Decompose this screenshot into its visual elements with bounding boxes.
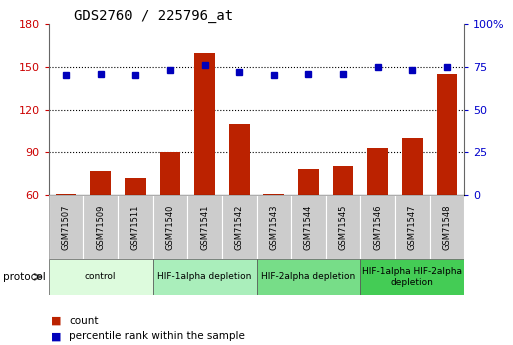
Text: GSM71507: GSM71507 (62, 204, 71, 249)
Bar (291, 195, 326, 259)
Text: ■: ■ (51, 332, 62, 341)
Bar (360, 259, 464, 295)
Text: HIF-1alpha HIF-2alpha
depletion: HIF-1alpha HIF-2alpha depletion (362, 267, 462, 287)
Bar (90, 171, 111, 280)
Bar (360, 195, 395, 259)
Bar (187, 195, 222, 259)
Text: GSM71546: GSM71546 (373, 204, 382, 249)
Text: GSM71540: GSM71540 (165, 204, 174, 249)
Bar (298, 169, 319, 280)
Text: GSM71511: GSM71511 (131, 204, 140, 249)
Bar (263, 194, 284, 280)
Text: HIF-1alpha depletion: HIF-1alpha depletion (157, 272, 252, 282)
Bar (367, 148, 388, 280)
Text: GSM71542: GSM71542 (234, 204, 244, 249)
Text: GSM71548: GSM71548 (442, 204, 451, 249)
Bar (153, 259, 256, 295)
Text: control: control (85, 272, 116, 282)
Text: GSM71547: GSM71547 (408, 204, 417, 249)
Text: GSM71545: GSM71545 (339, 204, 348, 249)
Bar (256, 195, 291, 259)
Bar (49, 195, 83, 259)
Text: count: count (69, 316, 99, 326)
Bar (332, 167, 353, 280)
Bar (83, 195, 118, 259)
Bar (326, 195, 360, 259)
Bar (118, 195, 153, 259)
Text: GDS2760 / 225796_at: GDS2760 / 225796_at (74, 9, 233, 23)
Bar (194, 52, 215, 280)
Text: protocol: protocol (3, 272, 45, 282)
Text: GSM71543: GSM71543 (269, 204, 279, 249)
Text: GSM71544: GSM71544 (304, 204, 313, 249)
Text: GSM71509: GSM71509 (96, 204, 105, 249)
Bar (402, 138, 423, 280)
Bar (125, 178, 146, 280)
Bar (256, 259, 360, 295)
Text: GSM71541: GSM71541 (200, 204, 209, 249)
Text: percentile rank within the sample: percentile rank within the sample (69, 332, 245, 341)
Bar (229, 124, 249, 280)
Bar (55, 194, 76, 280)
Bar (395, 195, 429, 259)
Bar (222, 195, 256, 259)
Bar (429, 195, 464, 259)
Bar (437, 74, 457, 280)
Bar (160, 152, 180, 280)
Bar (153, 195, 187, 259)
Bar (49, 259, 153, 295)
Text: ■: ■ (51, 316, 62, 326)
Text: HIF-2alpha depletion: HIF-2alpha depletion (261, 272, 356, 282)
